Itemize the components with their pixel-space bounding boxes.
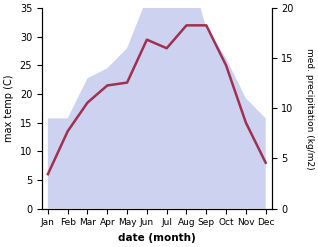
Y-axis label: med. precipitation (kg/m2): med. precipitation (kg/m2)	[305, 48, 314, 169]
Y-axis label: max temp (C): max temp (C)	[4, 75, 14, 142]
X-axis label: date (month): date (month)	[118, 233, 196, 243]
